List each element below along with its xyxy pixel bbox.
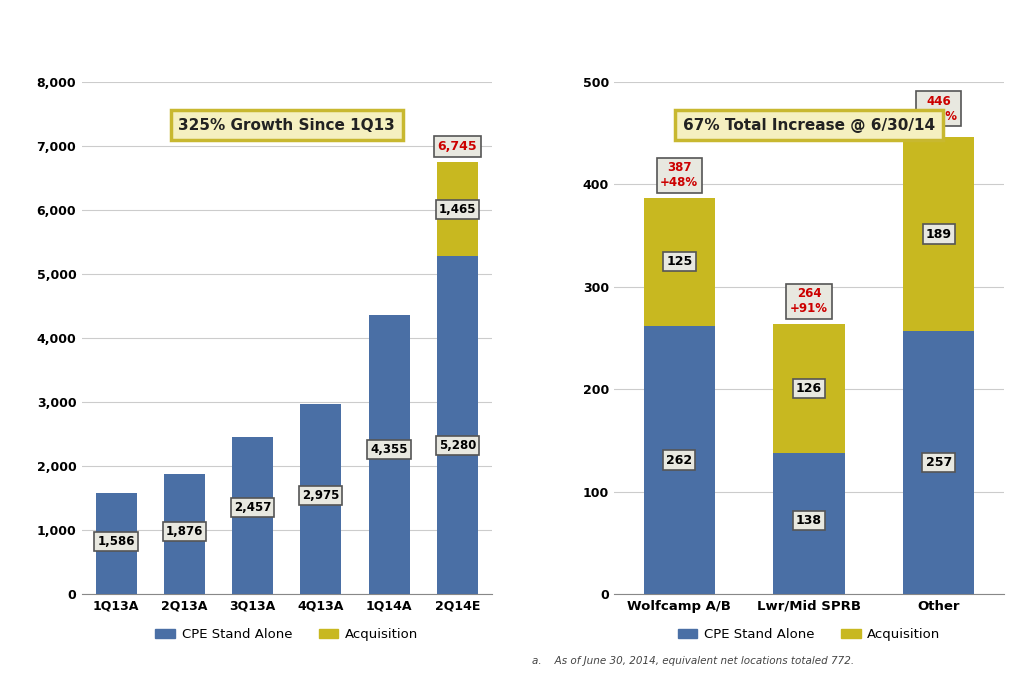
Text: 67% Total Increase @ 6/30/14: 67% Total Increase @ 6/30/14 [683,117,935,133]
Text: 138: 138 [796,514,822,527]
Text: 1,465: 1,465 [438,203,476,216]
Text: 446
+74%: 446 +74% [920,95,957,122]
Text: 6,745: 6,745 [437,140,477,153]
Bar [232,437,273,594]
Bar [643,326,715,594]
Text: (a): (a) [910,28,931,42]
Bar [643,198,715,326]
Text: 325% Growth Since 1Q13: 325% Growth Since 1Q13 [178,117,395,133]
Bar [903,331,974,594]
Text: 257: 257 [926,456,951,469]
Text: 125: 125 [667,255,692,268]
Text: a.    As of June 30, 2014, equivalent net locations totaled 772.: a. As of June 30, 2014, equivalent net l… [532,656,855,666]
Text: 1,876: 1,876 [166,525,203,538]
Text: Permian Production (Boe/d): Permian Production (Boe/d) [103,37,409,55]
Bar [164,474,205,594]
Bar [437,256,478,594]
Text: 2,975: 2,975 [302,488,340,501]
Text: 189: 189 [926,227,951,240]
Text: 387
+48%: 387 +48% [660,161,698,189]
Text: 1,586: 1,586 [97,535,135,548]
Bar [369,316,410,594]
Text: 4,355: 4,355 [371,443,408,456]
Text: 262: 262 [667,454,692,466]
Text: 126: 126 [796,382,822,395]
Text: 2,457: 2,457 [233,501,271,514]
Bar [300,404,341,594]
Bar [903,137,974,331]
Text: 5,280: 5,280 [438,439,476,452]
Bar [437,163,478,256]
Bar [95,492,136,594]
Bar [773,453,845,594]
Legend: CPE Stand Alone, Acquisition: CPE Stand Alone, Acquisition [150,623,424,647]
Text: Potential Hz Locations: 1,097: Potential Hz Locations: 1,097 [587,37,909,55]
Bar [773,324,845,453]
Text: 264
+91%: 264 +91% [790,288,828,315]
Legend: CPE Stand Alone, Acquisition: CPE Stand Alone, Acquisition [672,623,946,647]
